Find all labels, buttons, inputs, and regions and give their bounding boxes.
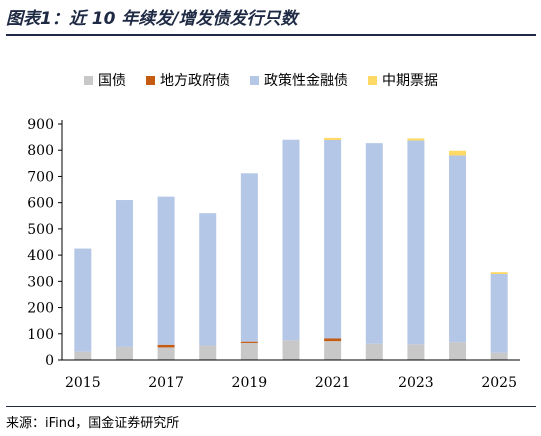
- bar-segment: [365, 143, 383, 344]
- y-tick-label: 300: [27, 274, 54, 290]
- y-tick-label: 200: [27, 301, 54, 317]
- y-tick-label: 100: [27, 327, 54, 343]
- legend-label-zhongqi: 中期票据: [382, 73, 438, 89]
- legend-label-guozhai: 国债: [98, 73, 126, 89]
- bar-segment: [407, 344, 425, 360]
- title-divider: [6, 34, 536, 36]
- legend-item-difang: 地方政府债: [146, 70, 230, 90]
- y-tick-label: 500: [27, 222, 54, 238]
- legend-item-zhengcexing: 政策性金融债: [250, 70, 348, 90]
- bar-segment: [157, 196, 175, 345]
- bar-segment: [240, 173, 258, 342]
- legend-swatch-zhengcexing: [250, 75, 259, 85]
- legend-item-zhongqi: 中期票据: [368, 70, 438, 90]
- bar-segment: [324, 338, 342, 342]
- y-tick-label: 800: [27, 143, 54, 159]
- y-tick-label: 0: [45, 353, 54, 369]
- bar-segment: [74, 351, 92, 360]
- bar-segment: [157, 347, 175, 360]
- x-tick-label: 2023: [398, 375, 434, 391]
- legend: 国债 地方政府债 政策性金融债 中期票据: [84, 70, 438, 90]
- legend-swatch-guozhai: [84, 75, 93, 85]
- chart-title: 图表1：近 10 年续发/增发债发行只数: [6, 9, 298, 29]
- bar-segment: [407, 138, 425, 141]
- bar-segment: [449, 155, 467, 343]
- legend-swatch-zhongqi: [368, 75, 377, 85]
- bar-segment: [490, 273, 508, 353]
- bar-segment: [407, 140, 425, 345]
- bar-segment: [449, 150, 467, 156]
- source-note: 来源：iFind，国金证券研究所: [6, 416, 180, 431]
- bar-segment: [240, 341, 258, 343]
- x-tick-label: 2019: [232, 375, 268, 391]
- y-tick-label: 400: [27, 248, 54, 264]
- bar-segment: [240, 342, 258, 360]
- bar-segment: [324, 341, 342, 360]
- x-tick-label: 2015: [65, 375, 101, 391]
- legend-item-guozhai: 国债: [84, 70, 126, 90]
- bar-segment: [490, 352, 508, 360]
- y-tick-label: 600: [27, 196, 54, 212]
- source-divider: [6, 406, 536, 407]
- bar-segment: [282, 340, 300, 360]
- bar-segment: [157, 344, 175, 348]
- y-tick-label: 700: [27, 169, 54, 185]
- y-tick-label: 900: [27, 117, 54, 133]
- bar-segment: [490, 272, 508, 274]
- bar-segment: [199, 213, 217, 346]
- bar-segment: [199, 345, 217, 360]
- legend-label-zhengcexing: 政策性金融债: [264, 73, 348, 89]
- legend-swatch-difang: [146, 75, 155, 85]
- bar-segment: [115, 346, 133, 360]
- bar-segment: [74, 248, 92, 352]
- x-tick-label: 2025: [481, 375, 517, 391]
- bar-segment: [324, 139, 342, 339]
- bar-segment: [324, 137, 342, 140]
- x-tick-label: 2021: [315, 375, 351, 391]
- x-tick-label: 2017: [148, 375, 184, 391]
- bar-segment: [365, 343, 383, 360]
- legend-label-difang: 地方政府债: [160, 73, 230, 89]
- bar-segment: [115, 200, 133, 347]
- bar-segment: [282, 139, 300, 341]
- bar-segment: [449, 342, 467, 360]
